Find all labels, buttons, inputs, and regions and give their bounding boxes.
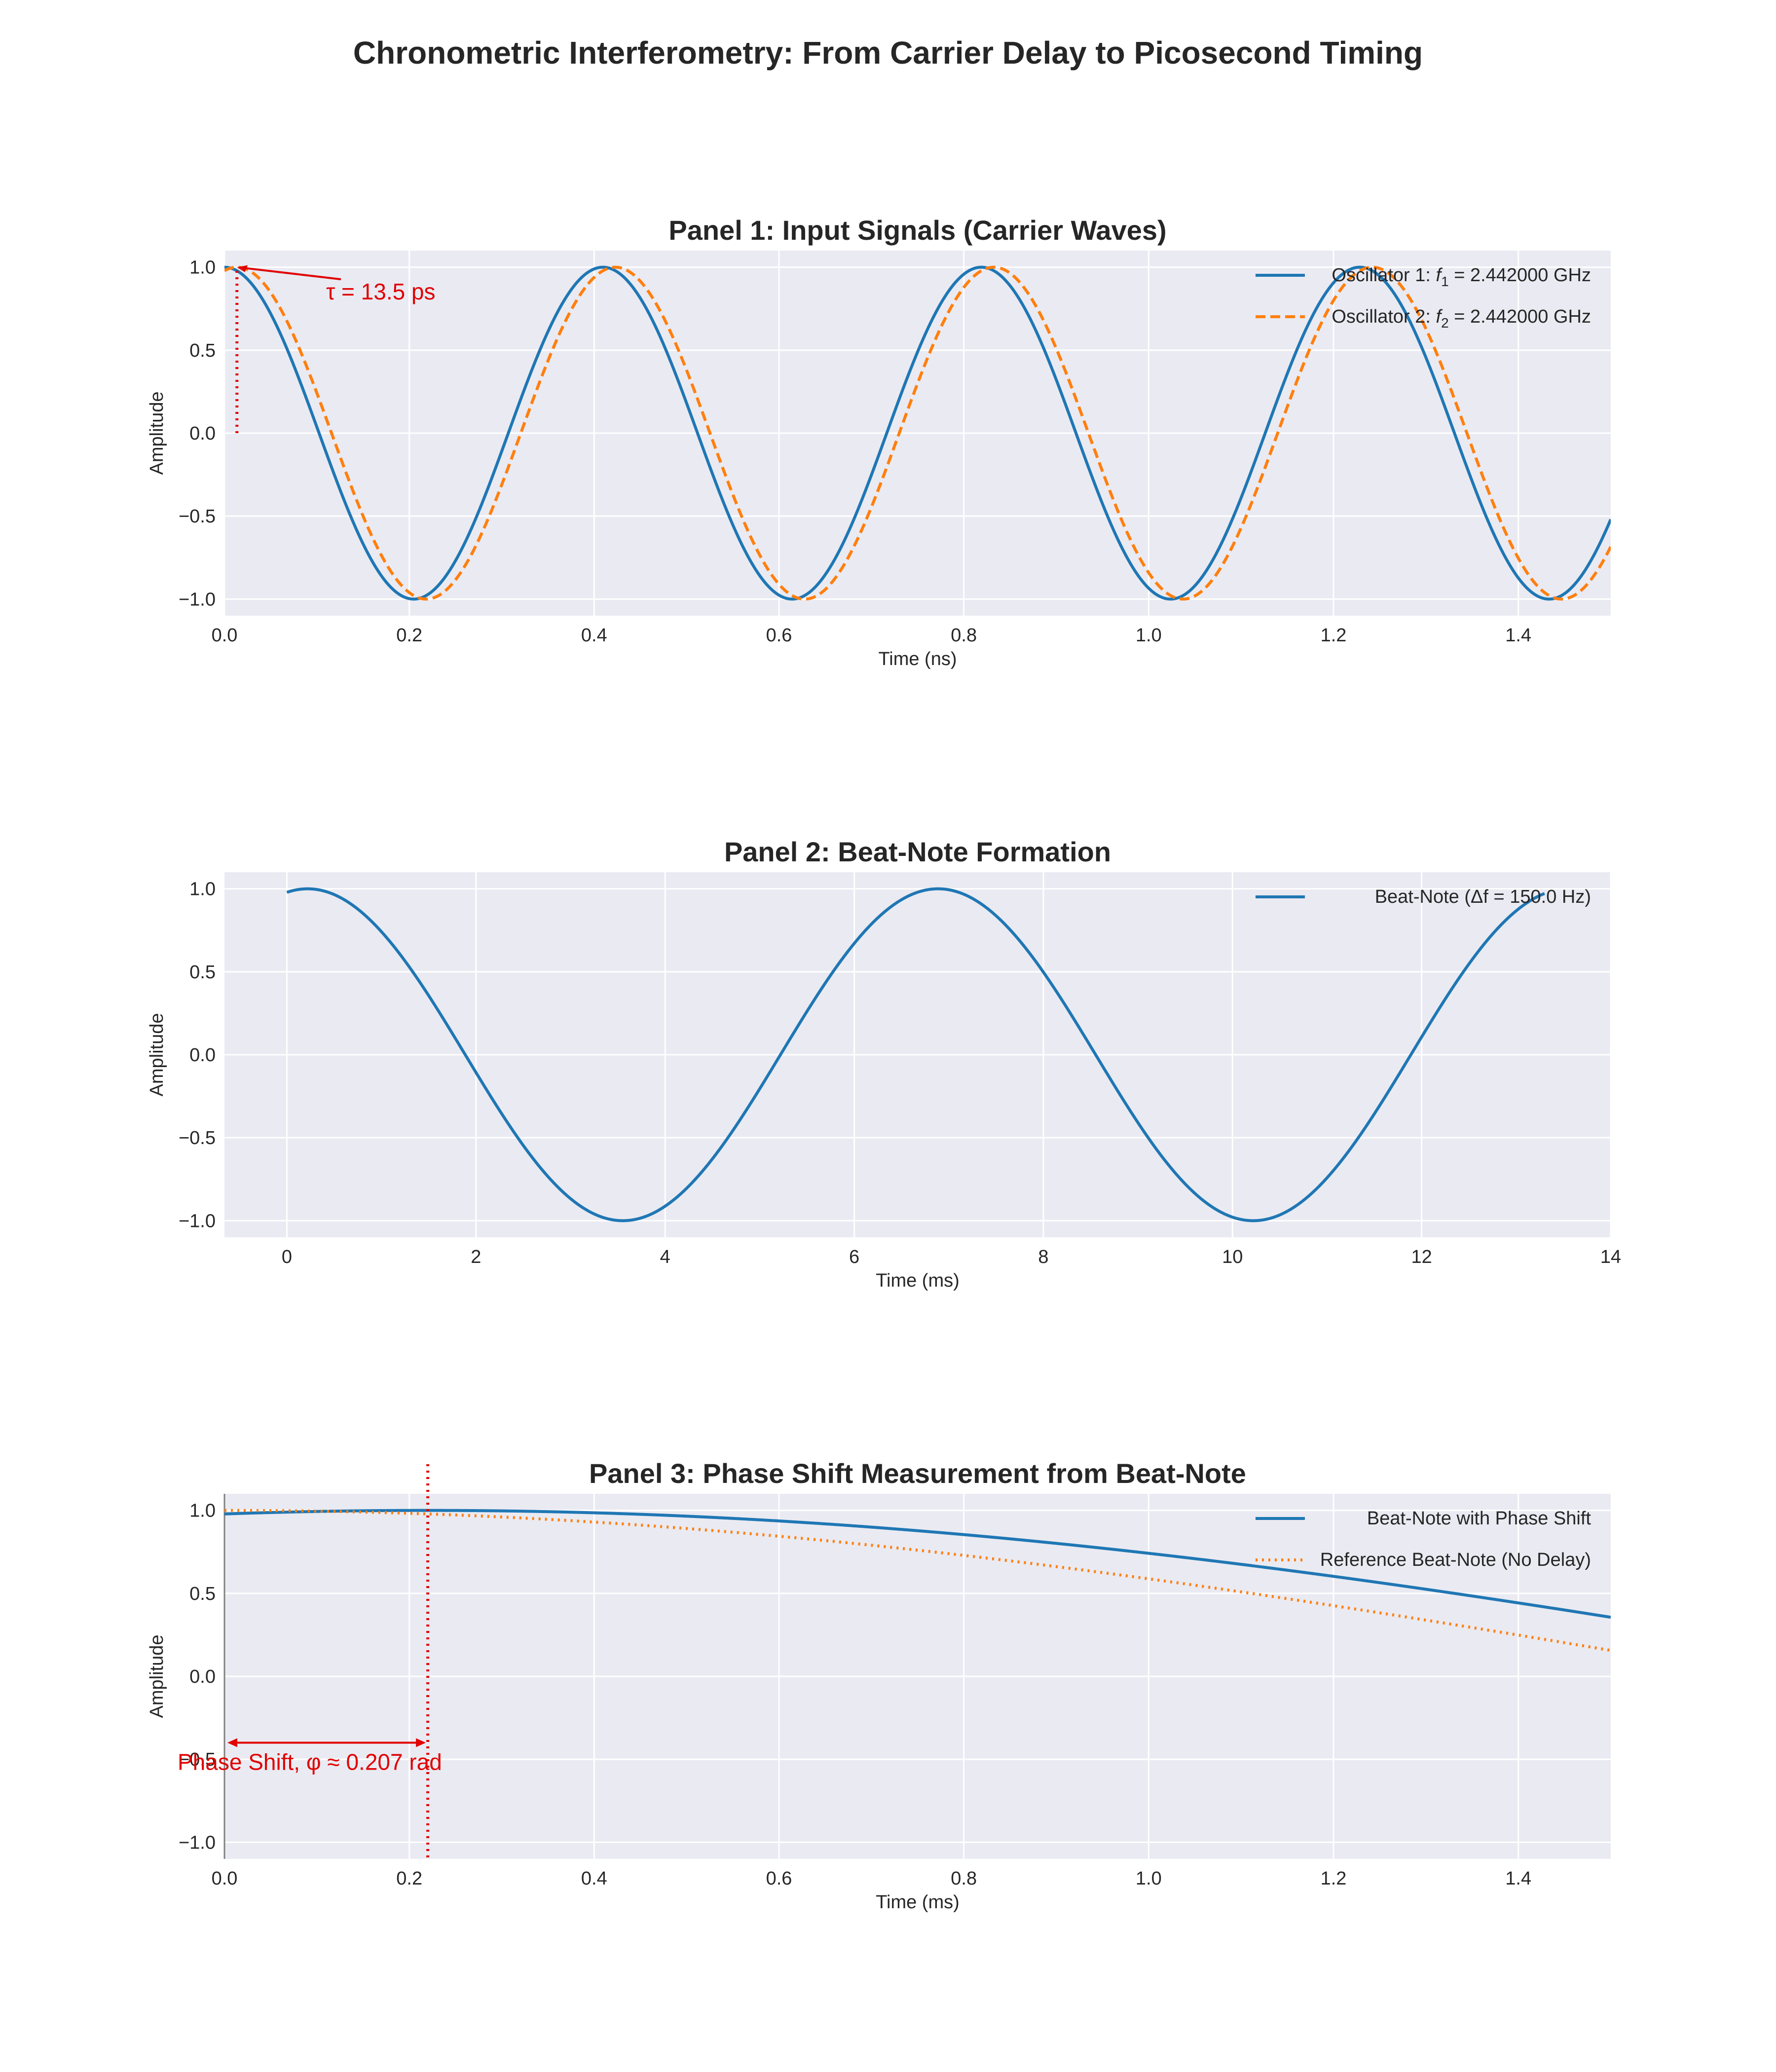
y-tick-label: −0.5 (179, 1749, 216, 1770)
panel-title: Panel 1: Input Signals (Carrier Waves) (668, 215, 1166, 246)
annotation-text: τ = 13.5 ps (326, 279, 436, 304)
y-tick-label: −0.5 (179, 1128, 216, 1148)
phase-arrowhead-right (416, 1738, 426, 1747)
y-tick-label: 0.5 (189, 962, 216, 983)
series-line-1 (224, 265, 1611, 601)
x-tick-label: 12 (1411, 1247, 1432, 1267)
x-tick-label: 1.4 (1505, 1868, 1531, 1889)
phase-arrowhead-left (227, 1738, 237, 1747)
legend-label: Oscillator 1: f1 = 2.442000 GHz (1332, 265, 1591, 289)
legend: Oscillator 1: f1 = 2.442000 GHzOscillato… (1256, 265, 1591, 331)
x-tick-label: 8 (1038, 1247, 1048, 1267)
x-axis-label: Time (ns) (878, 649, 957, 669)
legend-label: Reference Beat-Note (No Delay) (1320, 1550, 1591, 1570)
x-tick-label: 0.4 (581, 625, 607, 646)
figure-suptitle: Chronometric Interferometry: From Carrie… (353, 35, 1423, 71)
x-tick-label: 0.0 (212, 625, 238, 646)
x-tick-label: 1.4 (1505, 625, 1531, 646)
x-tick-label: 0.2 (396, 625, 422, 646)
panel-title: Panel 3: Phase Shift Measurement from Be… (589, 1458, 1246, 1489)
x-tick-label: 4 (660, 1247, 670, 1267)
y-tick-label: −1.0 (179, 1211, 216, 1231)
y-tick-label: 0.0 (189, 1666, 216, 1687)
x-tick-label: 0.2 (396, 1868, 422, 1889)
x-axis-label: Time (ms) (876, 1892, 960, 1913)
legend-label: Beat-Note with Phase Shift (1367, 1508, 1591, 1529)
y-axis-label: Amplitude (147, 1635, 167, 1718)
annotation-text: Phase Shift, φ ≈ 0.207 rad (178, 1749, 442, 1775)
y-tick-label: 0.5 (189, 1584, 216, 1604)
y-axis-label: Amplitude (147, 1013, 167, 1097)
x-tick-label: 1.2 (1321, 625, 1347, 646)
x-tick-label: 1.0 (1136, 625, 1162, 646)
legend-label-var: f (1436, 265, 1443, 286)
x-tick-label: 1.0 (1136, 1868, 1162, 1889)
y-tick-label: 1.0 (189, 1501, 216, 1521)
y-axis-label: Amplitude (147, 392, 167, 475)
series-group (224, 265, 1611, 601)
panel-1-chart: 0.0 0.2 0.4 0.6 0.8 1.0 1.2 1.4 1.0 0.5 0.0 −0.5 −1.… (147, 215, 1611, 669)
legend-label-sub: 1 (1441, 274, 1449, 289)
legend: Beat-Note (Δf = 150.0 Hz) (1256, 887, 1591, 907)
x-tick-label: 0.8 (951, 1868, 977, 1889)
series-line-2 (224, 265, 1611, 601)
y-tick-label: 1.0 (189, 258, 216, 278)
x-tick-label: 0.6 (766, 1868, 792, 1889)
panel-title: Panel 2: Beat-Note Formation (724, 836, 1111, 867)
x-tick-label: 0.0 (212, 1868, 238, 1889)
legend-label-suffix: = 2.442000 GHz (1449, 306, 1591, 327)
x-axis-label: Time (ms) (876, 1270, 960, 1291)
legend-label-suffix: = 2.442000 GHz (1449, 265, 1591, 286)
legend: Beat-Note with Phase Shift Reference Beat… (1256, 1508, 1591, 1570)
x-tick-label: 2 (471, 1247, 481, 1267)
panel-3-chart: 0.0 0.2 0.4 0.6 0.8 1.0 1.2 1.4 1.0 0.5 0.0 −0.5 −1.… (147, 1458, 1611, 1913)
legend-label-prefix: Oscillator 1: (1332, 265, 1436, 286)
x-tick-label: 0.6 (766, 625, 792, 646)
x-tick-label: 0 (282, 1247, 292, 1267)
y-tick-label: 0.0 (189, 1045, 216, 1066)
phase-annotation: Phase Shift, φ ≈ 0.207 rad (178, 1464, 442, 1859)
series-group (224, 1509, 1611, 1652)
y-tick-label: 0.5 (189, 340, 216, 361)
panel-2-chart: 0 2 4 6 8 10 12 14 1.0 0.5 0.0 −0.5 −1.0 Panel 2: Bea… (147, 836, 1621, 1291)
series-group (286, 887, 1545, 1222)
legend-label-var: f (1436, 306, 1443, 327)
x-tick-label: 14 (1600, 1247, 1621, 1267)
tau-annotation: τ = 13.5 ps (235, 265, 436, 433)
x-tick-label: 0.8 (951, 625, 977, 646)
legend-label-prefix: Oscillator 2: (1332, 306, 1436, 327)
series-line-2 (224, 1509, 1611, 1652)
x-tick-label: 0.4 (581, 1868, 607, 1889)
legend-label-sub: 2 (1441, 315, 1449, 331)
series-line-1 (286, 887, 1545, 1222)
annotation-arrow-line (246, 267, 341, 281)
annotation-arrowhead (237, 265, 248, 272)
x-tick-label: 1.2 (1321, 1868, 1347, 1889)
y-tick-label: 1.0 (189, 879, 216, 900)
y-tick-label: 0.0 (189, 423, 216, 444)
y-tick-label: −0.5 (179, 506, 216, 527)
legend-label: Beat-Note (Δf = 150.0 Hz) (1375, 887, 1591, 907)
legend-label: Oscillator 2: f2 = 2.442000 GHz (1332, 306, 1591, 331)
y-tick-label: −1.0 (179, 1832, 216, 1853)
series-line-1 (224, 1509, 1611, 1619)
y-tick-label: −1.0 (179, 589, 216, 610)
x-tick-label: 10 (1222, 1247, 1243, 1267)
x-tick-label: 6 (849, 1247, 859, 1267)
